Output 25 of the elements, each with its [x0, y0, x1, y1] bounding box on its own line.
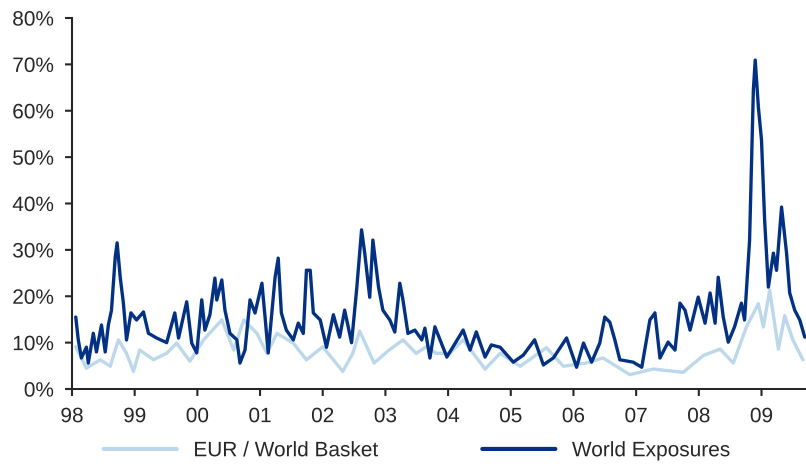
x-tick-label: 00 — [186, 408, 208, 422]
line-series — [74, 58, 806, 369]
y-tick-label: 80% — [13, 11, 54, 26]
y-tick-label: 30% — [13, 242, 54, 258]
legend-label: World Exposures — [572, 441, 730, 461]
y-tick-label: 0% — [24, 382, 54, 397]
y-tick-label: 70% — [13, 57, 54, 72]
y-tick-label: 40% — [12, 196, 54, 212]
y-tick-label: 50% — [13, 150, 54, 165]
x-tick-label: 04 — [437, 408, 460, 422]
y-tick-label: 60% — [13, 104, 54, 119]
line-series — [74, 288, 805, 376]
x-tick-label: 99 — [124, 408, 146, 422]
y-tick-label: 20% — [13, 289, 54, 304]
x-tick-label: 06 — [562, 408, 584, 422]
legend-label: EUR / World Basket — [195, 441, 378, 456]
x-tick-label: 01 — [249, 408, 271, 422]
x-tick-label: 98 — [61, 408, 83, 422]
x-tick-label: 05 — [500, 408, 522, 422]
x-tick-label: 03 — [374, 408, 396, 422]
x-tick-label: 07 — [625, 408, 647, 422]
x-tick-label: 02 — [312, 408, 334, 422]
x-tick-label: 09 — [750, 408, 772, 422]
x-tick-label: 08 — [688, 408, 710, 422]
y-tick-label: 10% — [14, 336, 54, 350]
